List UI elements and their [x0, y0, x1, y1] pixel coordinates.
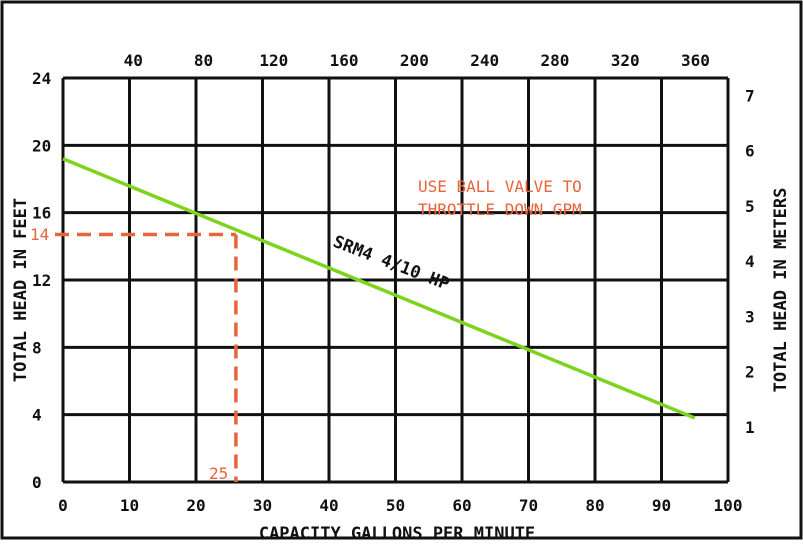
x-axis-title: CAPACITY GALLONS PER MINUTE: [259, 524, 535, 540]
secondary-x-tick-label: 80: [194, 51, 213, 70]
series-line: [62, 157, 696, 420]
x-tick-label: 80: [585, 496, 604, 515]
x-tick-label: 60: [452, 496, 471, 515]
x-tick-label: 100: [714, 496, 743, 515]
reference-y-label: 14: [30, 225, 49, 244]
secondary-y-tick-label: 2: [745, 363, 755, 382]
x-tick-label: 50: [386, 496, 405, 515]
secondary-y-tick-label: 7: [745, 86, 755, 105]
secondary-y-tick-label: 6: [745, 142, 755, 161]
y-tick-label: 16: [32, 204, 51, 223]
secondary-x-tick-label: 240: [470, 51, 499, 70]
secondary-x-tick-label: 120: [259, 51, 288, 70]
secondary-y-axis-title: TOTAL HEAD IN METERS: [771, 188, 791, 393]
x-tick-label: 10: [120, 496, 139, 515]
secondary-x-tick-label: 200: [400, 51, 429, 70]
y-axis-title: TOTAL HEAD IN FEET: [11, 198, 31, 382]
y-tick-label: 20: [32, 136, 51, 155]
y-tick-label: 4: [32, 406, 42, 425]
series-label: SRM4 4/10 HP: [330, 232, 452, 295]
secondary-y-tick-label: 3: [745, 307, 755, 326]
secondary-x-tick-label: 360: [681, 51, 710, 70]
grid-layer: [61, 76, 730, 484]
secondary-y-tick-label: 4: [745, 252, 755, 271]
series-layer: [62, 157, 696, 420]
note-line-1: USE BALL VALVE TO: [418, 177, 582, 196]
x-tick-label: 20: [186, 496, 205, 515]
y-tick-label: 0: [32, 473, 42, 492]
secondary-x-tick-label: 160: [330, 51, 359, 70]
x-tick-label: 30: [253, 496, 272, 515]
y-tick-label: 24: [32, 69, 51, 88]
x-tick-label: 0: [58, 496, 68, 515]
annotation-layer: [55, 232, 238, 482]
x-tick-label: 40: [319, 496, 338, 515]
secondary-x-tick-label: 40: [124, 51, 143, 70]
secondary-y-tick-label: 1: [745, 418, 755, 437]
x-tick-label: 90: [652, 496, 671, 515]
secondary-x-tick-label: 320: [611, 51, 640, 70]
reference-x-label: 25: [209, 464, 228, 483]
secondary-y-tick-label: 5: [745, 197, 755, 216]
note-line-2: THROTTLE DOWN GPM: [418, 200, 582, 219]
secondary-x-tick-label: 280: [540, 51, 569, 70]
y-tick-label: 8: [32, 338, 42, 357]
y-tick-label: 12: [32, 271, 51, 290]
x-tick-label: 70: [519, 496, 538, 515]
